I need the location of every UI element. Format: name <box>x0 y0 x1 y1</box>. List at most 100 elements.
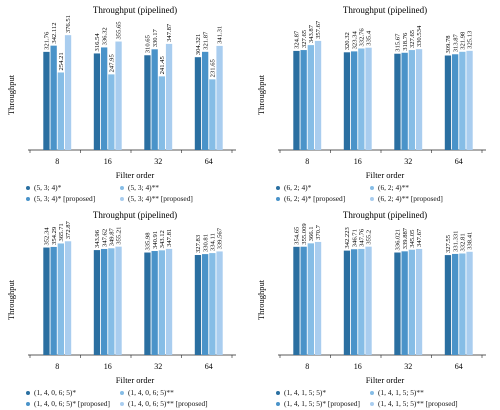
legend-item: (6, 2; 4)** [proposed] <box>370 193 443 204</box>
legend-swatch <box>120 196 124 201</box>
data-label: 335.4 <box>366 30 373 46</box>
data-label: 340.91 <box>152 231 159 249</box>
data-label: 330.81 <box>202 234 209 252</box>
data-label: 323.34 <box>351 31 358 50</box>
bar <box>115 41 122 150</box>
data-label: 342.112 <box>51 22 58 43</box>
data-label: 376.51 <box>65 15 72 33</box>
x-tick-label: 8 <box>305 157 309 166</box>
legend-item: (1, 4, 0, 6; 5)** <box>120 387 174 398</box>
data-label: 339.567 <box>217 227 224 249</box>
legend-label: (1, 4, 0, 6; 5)** <box>128 388 174 397</box>
data-label: 331.331 <box>452 231 459 252</box>
data-label: 309.78 <box>445 35 452 54</box>
legend-item: (1, 4, 0, 6; 5)* [proposed] <box>26 398 110 409</box>
y-axis-label: Throughput <box>6 279 16 320</box>
legend-label: (1, 4, 1, 5; 5)** [proposed] <box>378 399 458 408</box>
x-tick-label: 64 <box>455 362 463 371</box>
bar <box>444 255 452 355</box>
data-label: 345.05 <box>409 229 416 248</box>
legend-label: (6, 2; 4)** [proposed] <box>378 194 443 203</box>
bar <box>101 248 108 355</box>
data-label: 342.223 <box>344 226 351 248</box>
data-label: 343.87 <box>308 24 315 43</box>
x-tick-label: 16 <box>354 362 362 371</box>
bar <box>108 74 115 150</box>
bar <box>93 53 101 150</box>
x-tick-label: 32 <box>154 362 162 371</box>
legend-swatch <box>370 401 374 406</box>
legend-swatch <box>26 390 30 395</box>
x-tick-label: 16 <box>104 157 112 166</box>
data-label: 339.887 <box>402 227 409 249</box>
data-label: 321.87 <box>202 31 209 50</box>
chart-title: Throughput (pipelined) <box>343 210 427 220</box>
data-label: 355.21 <box>116 227 123 245</box>
x-tick-label: 8 <box>305 362 309 371</box>
data-label: 346.71 <box>351 229 358 247</box>
data-label: 347.81 <box>166 229 173 247</box>
bar <box>50 45 57 151</box>
x-axis-label: Filter order <box>116 170 155 180</box>
data-label: 241.45 <box>159 56 166 75</box>
bar <box>452 253 459 355</box>
legend-swatch <box>26 196 30 201</box>
bar <box>151 49 158 150</box>
bar <box>144 252 151 355</box>
x-tick-label: 8 <box>55 157 59 166</box>
legend-swatch <box>120 401 124 406</box>
data-label: 310.65 <box>145 34 152 53</box>
data-label: 315.67 <box>395 33 402 52</box>
bar <box>314 241 322 355</box>
legend-item: (6, 2; 4)** <box>370 182 409 193</box>
bar <box>158 76 165 150</box>
bar <box>57 243 64 355</box>
bar <box>43 51 50 150</box>
data-label: 247.95 <box>109 54 116 73</box>
legend-item: (1, 4, 1, 5; 5)** <box>370 387 424 398</box>
x-axis-label: Filter order <box>366 375 405 385</box>
legend-item: (1, 4, 1, 5; 5)* [proposed] <box>276 398 360 409</box>
data-label: 335.98 <box>145 232 152 251</box>
x-tick-label: 8 <box>55 362 59 371</box>
legend-label: (5, 3; 4)* [proposed] <box>34 194 96 203</box>
legend-item: (1, 4, 0, 6; 5)* <box>26 387 76 398</box>
data-label: 355.2 <box>366 230 373 245</box>
bar <box>394 53 401 150</box>
data-label: 357.67 <box>315 20 322 39</box>
data-label: 332.76 <box>359 28 366 47</box>
bar <box>300 246 307 355</box>
bar <box>209 253 216 355</box>
legend-label: (5, 3; 4)** <box>128 183 159 192</box>
bar <box>165 43 173 150</box>
data-label: 338.41 <box>467 232 474 250</box>
data-label: 327.65 <box>409 29 416 48</box>
x-tick-label: 64 <box>455 157 463 166</box>
data-label: 349.87 <box>109 227 116 246</box>
bar <box>202 51 209 150</box>
data-label: 347.87 <box>166 23 173 42</box>
bar <box>358 248 365 355</box>
bar <box>351 249 358 355</box>
x-tick-label: 64 <box>205 157 213 166</box>
data-label: 341.31 <box>217 26 224 44</box>
y-axis-label: Throughput <box>256 74 266 115</box>
x-axis-label: Filter order <box>366 170 405 180</box>
chart-panel-top-right: Throughput (pipelined) Throughput 324.87 32… <box>250 0 500 205</box>
legend-label: (6, 2; 4)** <box>378 183 409 192</box>
bar <box>64 35 72 150</box>
legend-item: (5, 3; 4)* <box>26 182 61 193</box>
bar <box>64 241 72 355</box>
bar <box>415 248 423 355</box>
data-label: 336.021 <box>395 229 402 250</box>
legend-swatch <box>276 390 280 395</box>
bar <box>43 247 50 355</box>
bar <box>452 54 459 150</box>
legend-item: (5, 3; 4)** <box>120 182 159 193</box>
x-tick-label: 64 <box>205 362 213 371</box>
data-label: 304.321 <box>195 34 202 55</box>
data-label: 231.65 <box>210 59 217 78</box>
legend-item: (5, 3; 4)** [proposed] <box>120 193 193 204</box>
